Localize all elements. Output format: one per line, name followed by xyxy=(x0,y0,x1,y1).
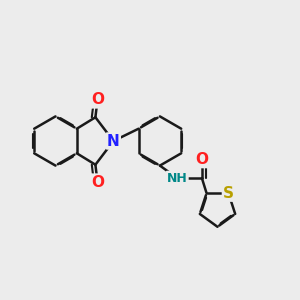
Text: O: O xyxy=(195,152,208,167)
Text: S: S xyxy=(223,186,234,201)
Text: N: N xyxy=(107,134,120,148)
Text: O: O xyxy=(91,92,104,107)
Text: NH: NH xyxy=(167,172,188,185)
Text: O: O xyxy=(91,175,104,190)
